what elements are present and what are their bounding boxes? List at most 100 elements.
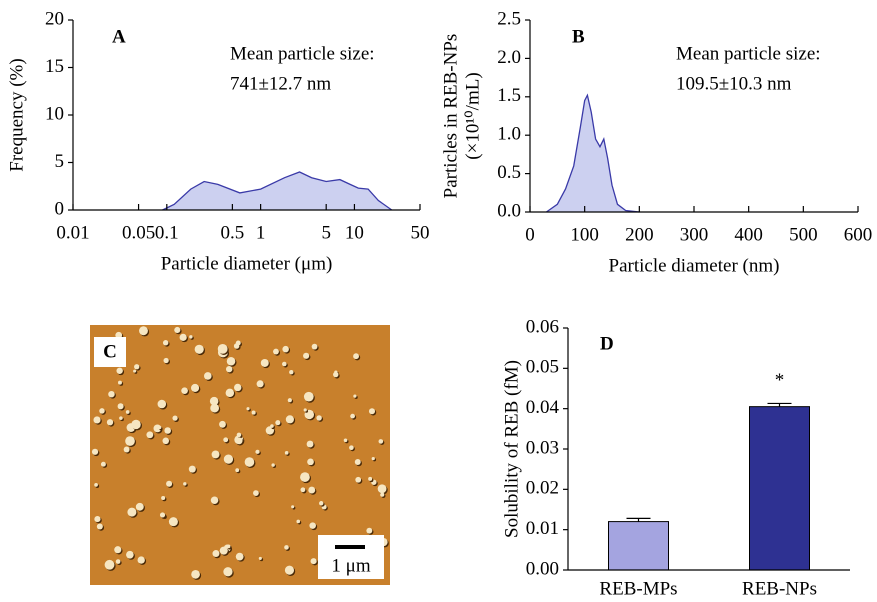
particle — [255, 449, 260, 454]
particle — [256, 380, 264, 388]
particle — [210, 403, 219, 413]
x-tick-label: 100 — [570, 224, 599, 245]
particle — [226, 365, 233, 373]
particle — [284, 451, 289, 455]
particle — [368, 408, 376, 415]
particle — [246, 407, 250, 411]
particle — [211, 450, 220, 459]
y-tick-label: 0 — [55, 198, 65, 219]
particle — [316, 415, 322, 421]
particle — [289, 369, 294, 375]
particle — [106, 419, 114, 426]
particle — [94, 515, 101, 523]
x-axis-label: Particle diameter (μm) — [161, 253, 333, 274]
particle — [159, 512, 166, 518]
particle — [355, 476, 362, 483]
particle — [309, 522, 316, 529]
particle — [219, 546, 228, 555]
particle — [162, 437, 170, 445]
particle — [104, 559, 115, 570]
particle — [236, 432, 242, 438]
x-tick-label: 300 — [680, 224, 709, 245]
particle — [258, 556, 262, 560]
particle — [282, 345, 289, 353]
y-tick-label: 5 — [55, 151, 65, 172]
particle — [235, 437, 243, 445]
particle — [308, 486, 316, 494]
particle — [333, 371, 339, 378]
y-tick-label: 0.0 — [497, 200, 521, 221]
particle — [158, 425, 162, 430]
y-tick-label: 0.04 — [526, 397, 560, 418]
particle — [244, 457, 255, 467]
x-tick-label: 0.01 — [56, 222, 89, 243]
particle — [94, 483, 98, 487]
x-tick-label: 600 — [844, 224, 873, 245]
particle — [117, 403, 124, 410]
particle — [343, 438, 348, 443]
particle — [291, 505, 295, 509]
particle — [353, 353, 359, 360]
particle — [233, 343, 240, 349]
particle — [350, 413, 355, 419]
particle — [123, 446, 130, 453]
annotation: 741±12.7 nm — [230, 73, 331, 94]
area-line — [162, 171, 393, 211]
particle — [378, 439, 384, 444]
particle — [235, 552, 244, 561]
y-tick-label: 0.05 — [526, 357, 559, 378]
particle — [161, 495, 166, 501]
particle — [174, 326, 181, 334]
x-tick-label: 50 — [411, 222, 430, 243]
particle — [116, 367, 123, 374]
particle — [353, 394, 357, 398]
panel-label: A — [112, 26, 126, 47]
area-fill — [546, 95, 640, 212]
particle — [349, 445, 354, 451]
x-tick-label: 5 — [321, 222, 331, 243]
particle — [210, 496, 219, 504]
x-tick-label: 400 — [734, 224, 763, 245]
particle — [188, 465, 196, 473]
particle — [204, 372, 212, 380]
area-fill — [162, 172, 392, 210]
particle — [179, 333, 187, 341]
particle — [100, 461, 106, 467]
particle — [366, 527, 373, 534]
scale-bar-label: 1 μm — [331, 555, 370, 576]
y-axis-label: Frequency (%) — [6, 58, 27, 171]
particle — [125, 436, 135, 446]
particle — [368, 476, 373, 481]
particle — [234, 383, 242, 392]
particle — [300, 487, 306, 493]
particle — [189, 335, 193, 339]
particle — [127, 507, 137, 517]
particle — [125, 410, 130, 414]
particle — [271, 463, 275, 467]
particle — [275, 420, 281, 426]
x-tick-label: 0.5 — [221, 222, 245, 243]
particle — [377, 484, 387, 494]
particle — [303, 352, 310, 359]
particle — [119, 416, 123, 420]
y-tick-label: 20 — [45, 8, 64, 29]
particle — [96, 523, 103, 530]
particle — [225, 388, 235, 398]
particle — [118, 380, 122, 385]
particle — [183, 482, 187, 486]
area-line — [546, 93, 640, 213]
particle — [223, 437, 229, 443]
y-tick-label: 2.0 — [497, 47, 521, 68]
particle — [115, 559, 121, 564]
particle — [137, 556, 145, 564]
particle — [131, 419, 141, 430]
particle — [310, 558, 317, 565]
particle — [212, 550, 220, 558]
particle — [163, 357, 169, 364]
particle — [270, 424, 274, 428]
particle — [303, 408, 307, 412]
panel-label: C — [103, 341, 117, 362]
particle — [306, 440, 314, 448]
particle — [157, 399, 167, 409]
particle — [99, 408, 105, 414]
